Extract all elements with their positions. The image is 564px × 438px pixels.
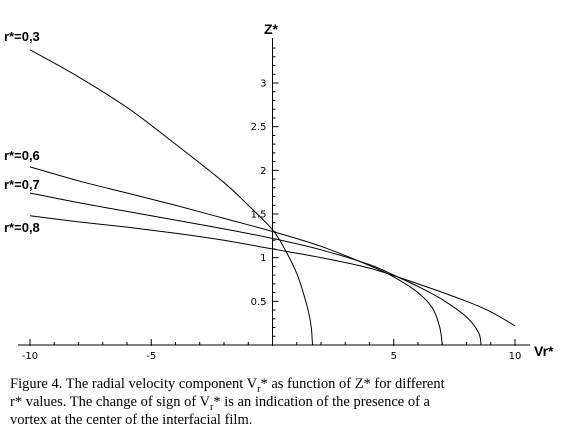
x-tick-label: -5 (146, 351, 156, 362)
caption-line-2: r* values. The change of sign of Vr* is … (10, 394, 430, 413)
caption-line-1: Figure 4. The radial velocity component … (10, 376, 445, 395)
x-axis-title: Vr* (534, 343, 554, 359)
series-line-3 (29, 192, 482, 346)
y-tick-label: 2 (260, 166, 266, 177)
y-tick-label: 2.5 (251, 122, 267, 133)
series-line-1 (29, 49, 314, 346)
y-tick-label: 3 (260, 79, 266, 90)
series-label-r03: r*=0,3 (4, 29, 40, 44)
y-axis-title: Z* (264, 21, 279, 37)
series-line-4 (29, 215, 516, 327)
series-line-2 (29, 166, 443, 346)
x-tick-label: 5 (391, 351, 397, 362)
series-label-r06: r*=0,6 (4, 148, 40, 163)
caption-line-3: vortex at the center of the interfacial … (10, 412, 253, 428)
series-lines (29, 49, 516, 346)
x-tick-label: -10 (22, 351, 38, 362)
y-tick-label: 1 (260, 253, 266, 264)
figure-caption: Figure 4. The radial velocity component … (10, 375, 558, 429)
x-tick-label: 10 (509, 351, 522, 362)
series-label-r08: r*=0,8 (4, 220, 40, 235)
series-label-r07: r*=0,7 (4, 177, 40, 192)
y-tick-label: 0.5 (251, 297, 267, 308)
axis-ticks: -10 -5 5 100.511.522.53 (22, 47, 522, 362)
